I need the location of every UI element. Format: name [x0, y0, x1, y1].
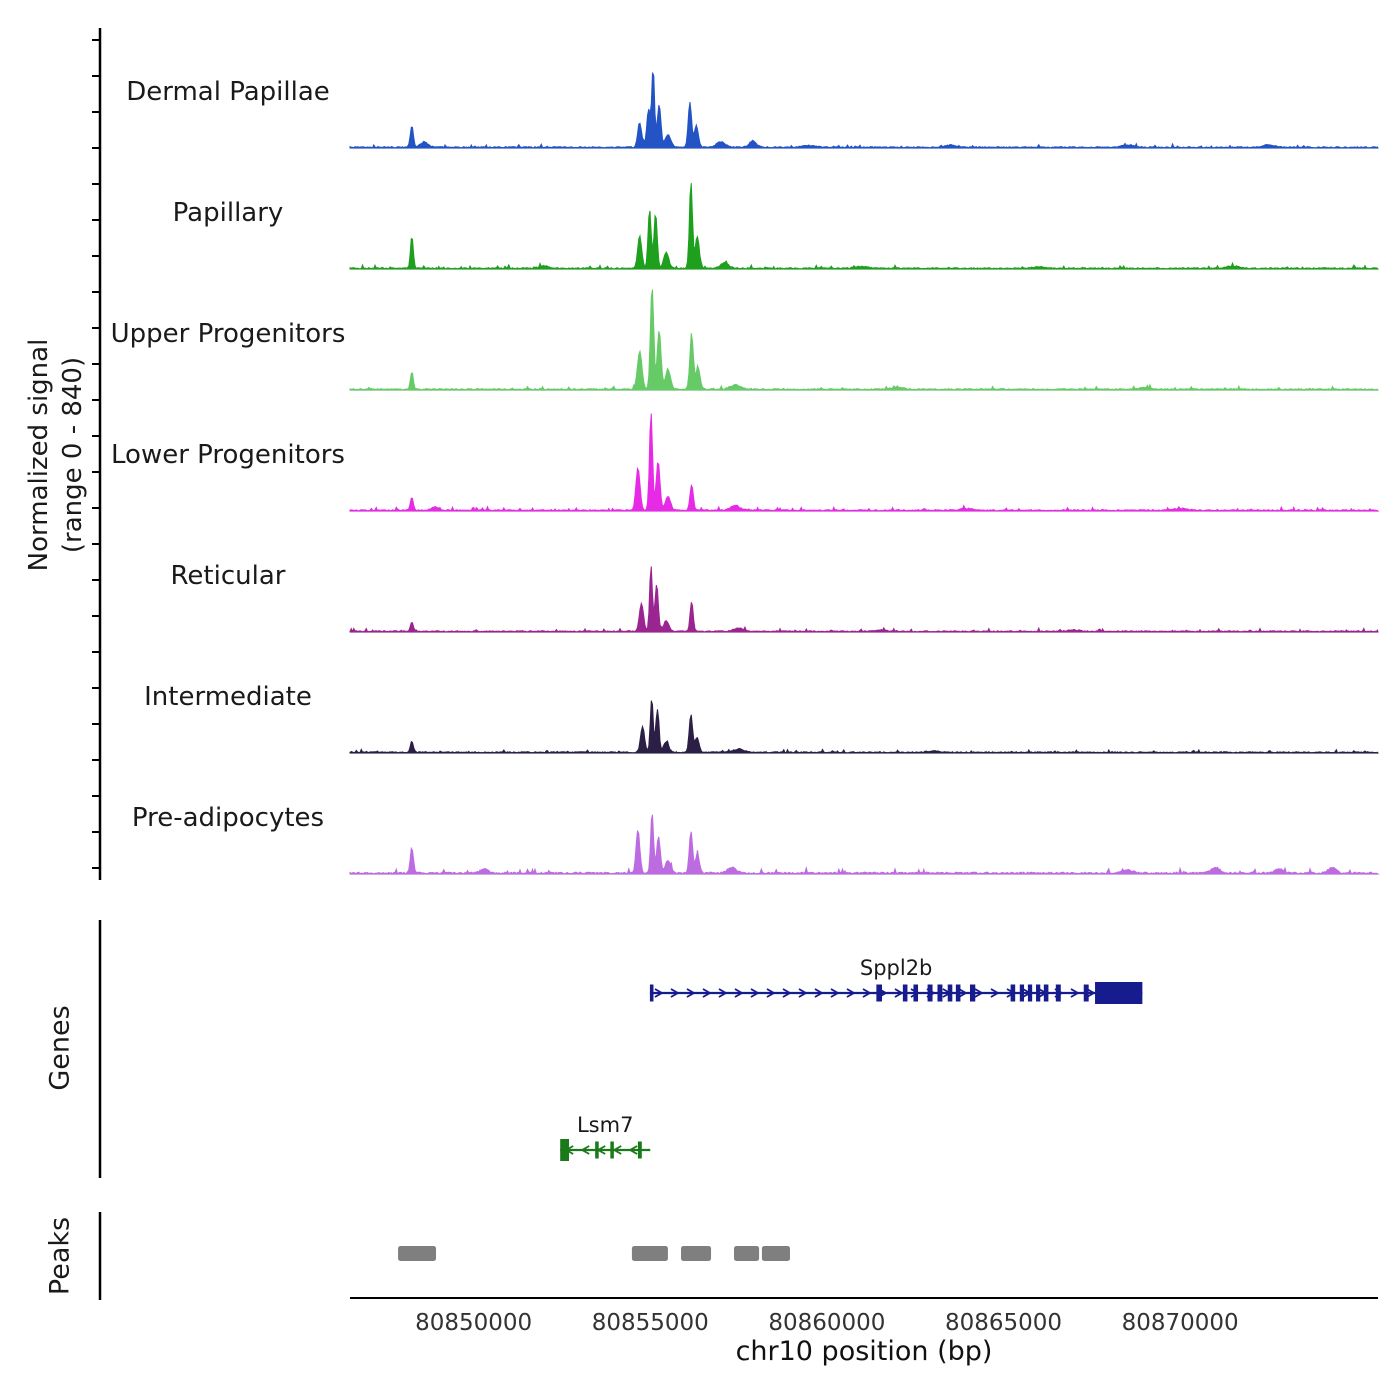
- track-label-reticular: Reticular: [171, 561, 286, 591]
- track-label-pre-adipocytes: Pre-adipocytes: [132, 803, 324, 833]
- peak-interval: [733, 1246, 760, 1261]
- signal-area-upper-progenitors: [349, 289, 1379, 391]
- x-tick-label-80850000: 80850000: [415, 1310, 532, 1336]
- gene-exon: [1055, 984, 1061, 1002]
- gene-exon: [595, 1141, 599, 1159]
- peak-interval: [631, 1246, 668, 1261]
- gene-exon: [1083, 984, 1089, 1002]
- gene-exon: [927, 984, 933, 1002]
- gene-strand-arrow: [718, 988, 728, 998]
- track-label-papillary: Papillary: [173, 198, 284, 228]
- gene-exon: [902, 984, 908, 1002]
- genes-section-label: Genes: [44, 1005, 76, 1091]
- gene-exon: [1019, 984, 1025, 1002]
- gene-exon: [955, 984, 961, 1002]
- gene-strand-arrow: [1086, 988, 1096, 998]
- gene-exon: [876, 984, 883, 1002]
- x-tick-label-80855000: 80855000: [592, 1310, 709, 1336]
- gene-exon: [610, 1141, 614, 1159]
- gene-exon: [649, 984, 654, 1002]
- gene-name-sppl2b: Sppl2b: [860, 956, 933, 980]
- gene-strand-arrow: [846, 988, 856, 998]
- gene-lsm7: Lsm7: [560, 1113, 651, 1161]
- gene-exon: [937, 984, 943, 1002]
- gene-name-lsm7: Lsm7: [577, 1113, 633, 1137]
- track-label-upper-progenitors: Upper Progenitors: [111, 319, 346, 349]
- track-label-dermal-papillae: Dermal Papillae: [126, 77, 330, 107]
- signal-area-dermal-papillae: [349, 72, 1379, 149]
- peak-interval: [761, 1246, 790, 1261]
- y-axis-label-line1: Normalized signal: [24, 338, 55, 572]
- gene-strand-arrow: [612, 1145, 622, 1155]
- x-tick-label-80870000: 80870000: [1122, 1310, 1239, 1336]
- gene-exon: [969, 984, 976, 1002]
- gene-sppl2b: Sppl2b: [649, 956, 1143, 1004]
- gene-strand-arrow: [1070, 988, 1080, 998]
- signal-area-pre-adipocytes: [349, 814, 1380, 875]
- signal-area-intermediate: [349, 700, 1379, 754]
- gene-thick-exon: [1095, 982, 1143, 1004]
- gene-strand-arrow: [894, 988, 904, 998]
- gene-exon: [1010, 984, 1016, 1002]
- peaks-section-label: Peaks: [44, 1216, 76, 1296]
- gene-thick-exon: [560, 1139, 570, 1161]
- gene-strand-arrow: [958, 988, 968, 998]
- signal-area-papillary: [349, 183, 1380, 270]
- gene-strand-arrow: [798, 988, 808, 998]
- gene-strand-arrow: [702, 988, 712, 998]
- y-axis-label-line2: (range 0 - 840): [58, 356, 88, 554]
- x-tick-label-80865000: 80865000: [945, 1310, 1062, 1336]
- gene-strand-arrow: [990, 988, 1000, 998]
- signal-area-reticular: [349, 566, 1379, 633]
- x-tick-label-80860000: 80860000: [768, 1310, 885, 1336]
- gene-strand-arrow: [628, 1145, 638, 1155]
- gene-strand-arrow: [654, 988, 664, 998]
- gene-strand-arrow: [580, 1145, 590, 1155]
- x-axis-title: chr10 position (bp): [735, 1336, 993, 1367]
- gene-strand-arrow: [830, 988, 840, 998]
- gene-exon: [1027, 984, 1033, 1002]
- gene-exon: [1043, 984, 1049, 1002]
- peak-interval: [398, 1246, 437, 1261]
- track-label-lower-progenitors: Lower Progenitors: [111, 440, 345, 470]
- gene-strand-arrow: [734, 988, 744, 998]
- gene-strand-arrow: [686, 988, 696, 998]
- gene-strand-arrow: [974, 988, 984, 998]
- gene-strand-arrow: [670, 988, 680, 998]
- gene-strand-arrow: [766, 988, 776, 998]
- gene-exon: [947, 984, 953, 1002]
- gene-exon: [913, 984, 919, 1002]
- gene-strand-arrow: [814, 988, 824, 998]
- peak-interval: [681, 1246, 712, 1261]
- signal-area-lower-progenitors: [349, 413, 1380, 512]
- y-axis-label: Normalized signal (range 0 - 840): [23, 339, 91, 572]
- track-label-intermediate: Intermediate: [144, 682, 312, 712]
- gene-exon: [1036, 984, 1041, 1002]
- gene-exon: [637, 1141, 642, 1159]
- gene-strand-arrow: [750, 988, 760, 998]
- gene-strand-arrow: [862, 988, 872, 998]
- gene-strand-arrow: [782, 988, 792, 998]
